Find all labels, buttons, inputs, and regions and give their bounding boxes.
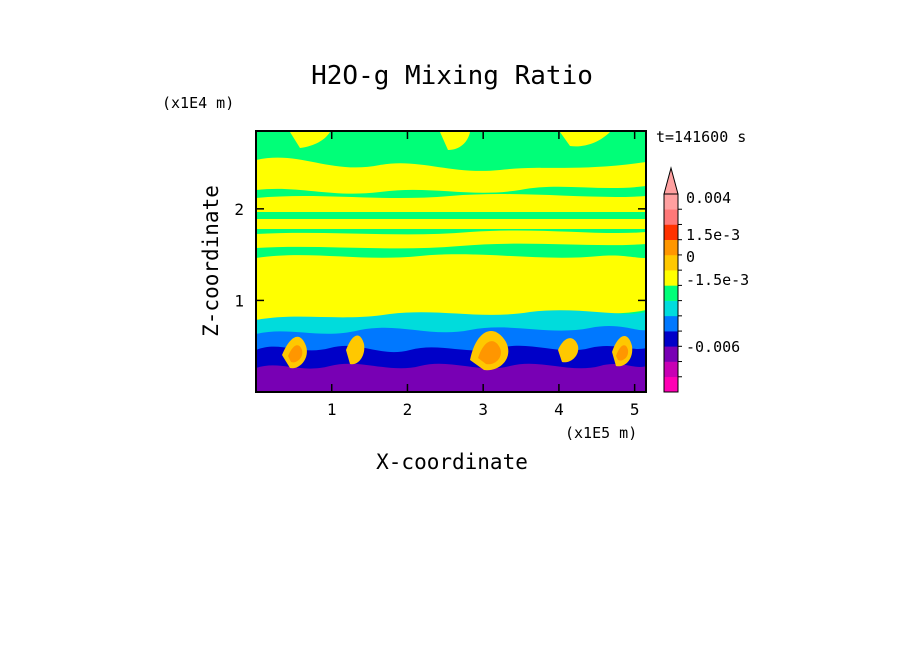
colorbar-frame [663, 193, 679, 393]
colorbar-swatch [664, 239, 678, 256]
colorbar-labels: 0.004 1.5e-3 0 -1.5e-3 -0.006 [686, 189, 749, 356]
x-tick-label: 2 [403, 400, 413, 419]
colorbar-swatch [664, 331, 678, 347]
field-band [290, 132, 610, 150]
colorbar-swatch [664, 254, 678, 271]
y-axis: 12 [234, 200, 646, 310]
x-tick-label: 5 [630, 400, 640, 419]
field-band [256, 219, 646, 229]
chart-title: H2O-g Mixing Ratio [311, 61, 593, 91]
plume [558, 338, 579, 363]
colorbar-swatch [664, 285, 678, 301]
x-tick-label: 1 [327, 400, 337, 419]
heatmap-field [256, 131, 646, 392]
y-tick-label: 2 [234, 200, 244, 219]
x-multiplier-label: (x1E5 m) [565, 424, 637, 442]
field-band [256, 254, 646, 323]
colorbar-swatch [664, 346, 678, 362]
colorbar [663, 166, 682, 393]
colorbar-swatch [664, 361, 678, 378]
x-tick-label: 3 [478, 400, 488, 419]
colorbar-swatch [664, 209, 678, 225]
colorbar-label: 1.5e-3 [686, 226, 740, 244]
x-axis: 1 2 3 4 5 [327, 131, 640, 419]
plot-frame [255, 130, 647, 393]
plume [478, 341, 501, 365]
field-band [256, 194, 646, 212]
plume [616, 345, 629, 361]
x-tick-label: 4 [554, 400, 564, 419]
field-band [256, 230, 646, 249]
colorbar-extend-arrow [663, 166, 679, 195]
colorbar-swatch [664, 270, 678, 286]
plume [346, 335, 365, 365]
colorbar-label: 0.004 [686, 189, 731, 207]
colorbar-swatch [664, 224, 678, 240]
time-label: t=141600 s [656, 128, 746, 146]
y-multiplier-label: (x1E4 m) [162, 94, 234, 112]
plume [288, 345, 303, 363]
y-tick-label: 1 [234, 291, 244, 310]
x-axis-label: X-coordinate [376, 450, 528, 474]
colorbar-label: -0.006 [686, 338, 740, 356]
plume-group [282, 330, 633, 371]
y-axis-label: Z-coordinate [199, 185, 223, 337]
colorbar-swatch [664, 300, 678, 317]
field-band [256, 157, 646, 194]
colorbar-label: 0 [686, 248, 695, 266]
colorbar-swatch [664, 376, 678, 393]
colorbar-swatch [664, 315, 678, 332]
colorbar-label: -1.5e-3 [686, 271, 749, 289]
field-band [256, 363, 646, 392]
colorbar-swatch [664, 194, 678, 210]
